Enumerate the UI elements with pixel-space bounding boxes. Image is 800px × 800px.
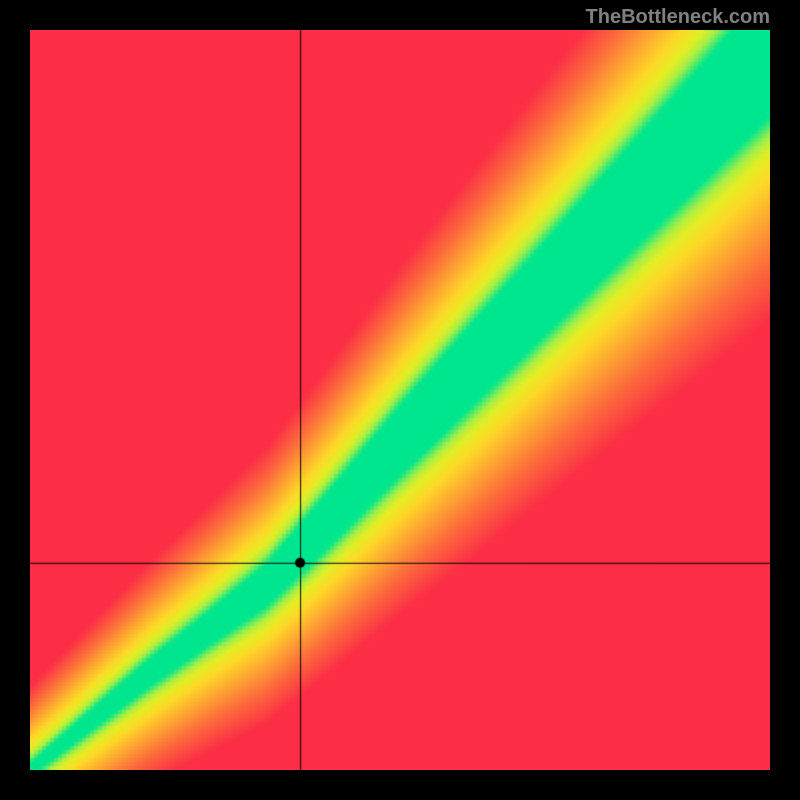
heatmap-plot <box>30 30 770 770</box>
heatmap-canvas <box>30 30 770 770</box>
chart-container: TheBottleneck.com <box>0 0 800 800</box>
watermark-text: TheBottleneck.com <box>586 6 770 29</box>
